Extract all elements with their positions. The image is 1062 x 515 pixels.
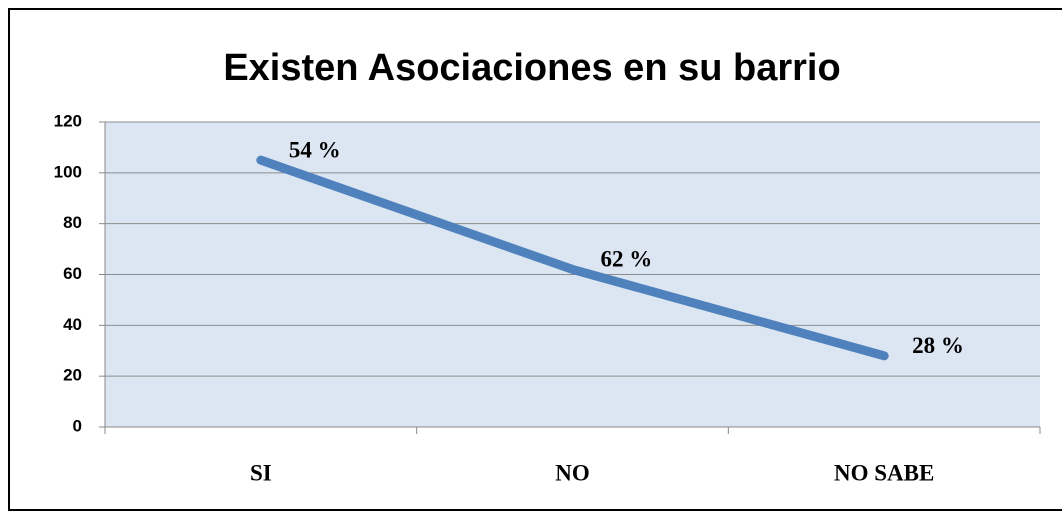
annotation: 62 %	[601, 247, 653, 272]
y-tick-label: 100	[54, 162, 82, 181]
x-tick-label: NO	[555, 460, 590, 485]
y-tick-label: 20	[63, 366, 82, 385]
y-tick-label: 80	[63, 213, 82, 232]
y-tick-label: 120	[54, 111, 82, 130]
x-tick-label: NO SABE	[834, 460, 934, 485]
y-tick-label: 0	[73, 416, 82, 435]
x-tick-label: SI	[250, 460, 272, 485]
y-tick-label: 60	[63, 264, 82, 283]
data-line	[256, 155, 889, 361]
y-tick-label: 40	[63, 315, 82, 334]
annotation: 28 %	[912, 333, 964, 358]
chart-title: Existen Asociaciones en su barrio	[223, 47, 840, 89]
annotation: 54 %	[289, 137, 341, 162]
